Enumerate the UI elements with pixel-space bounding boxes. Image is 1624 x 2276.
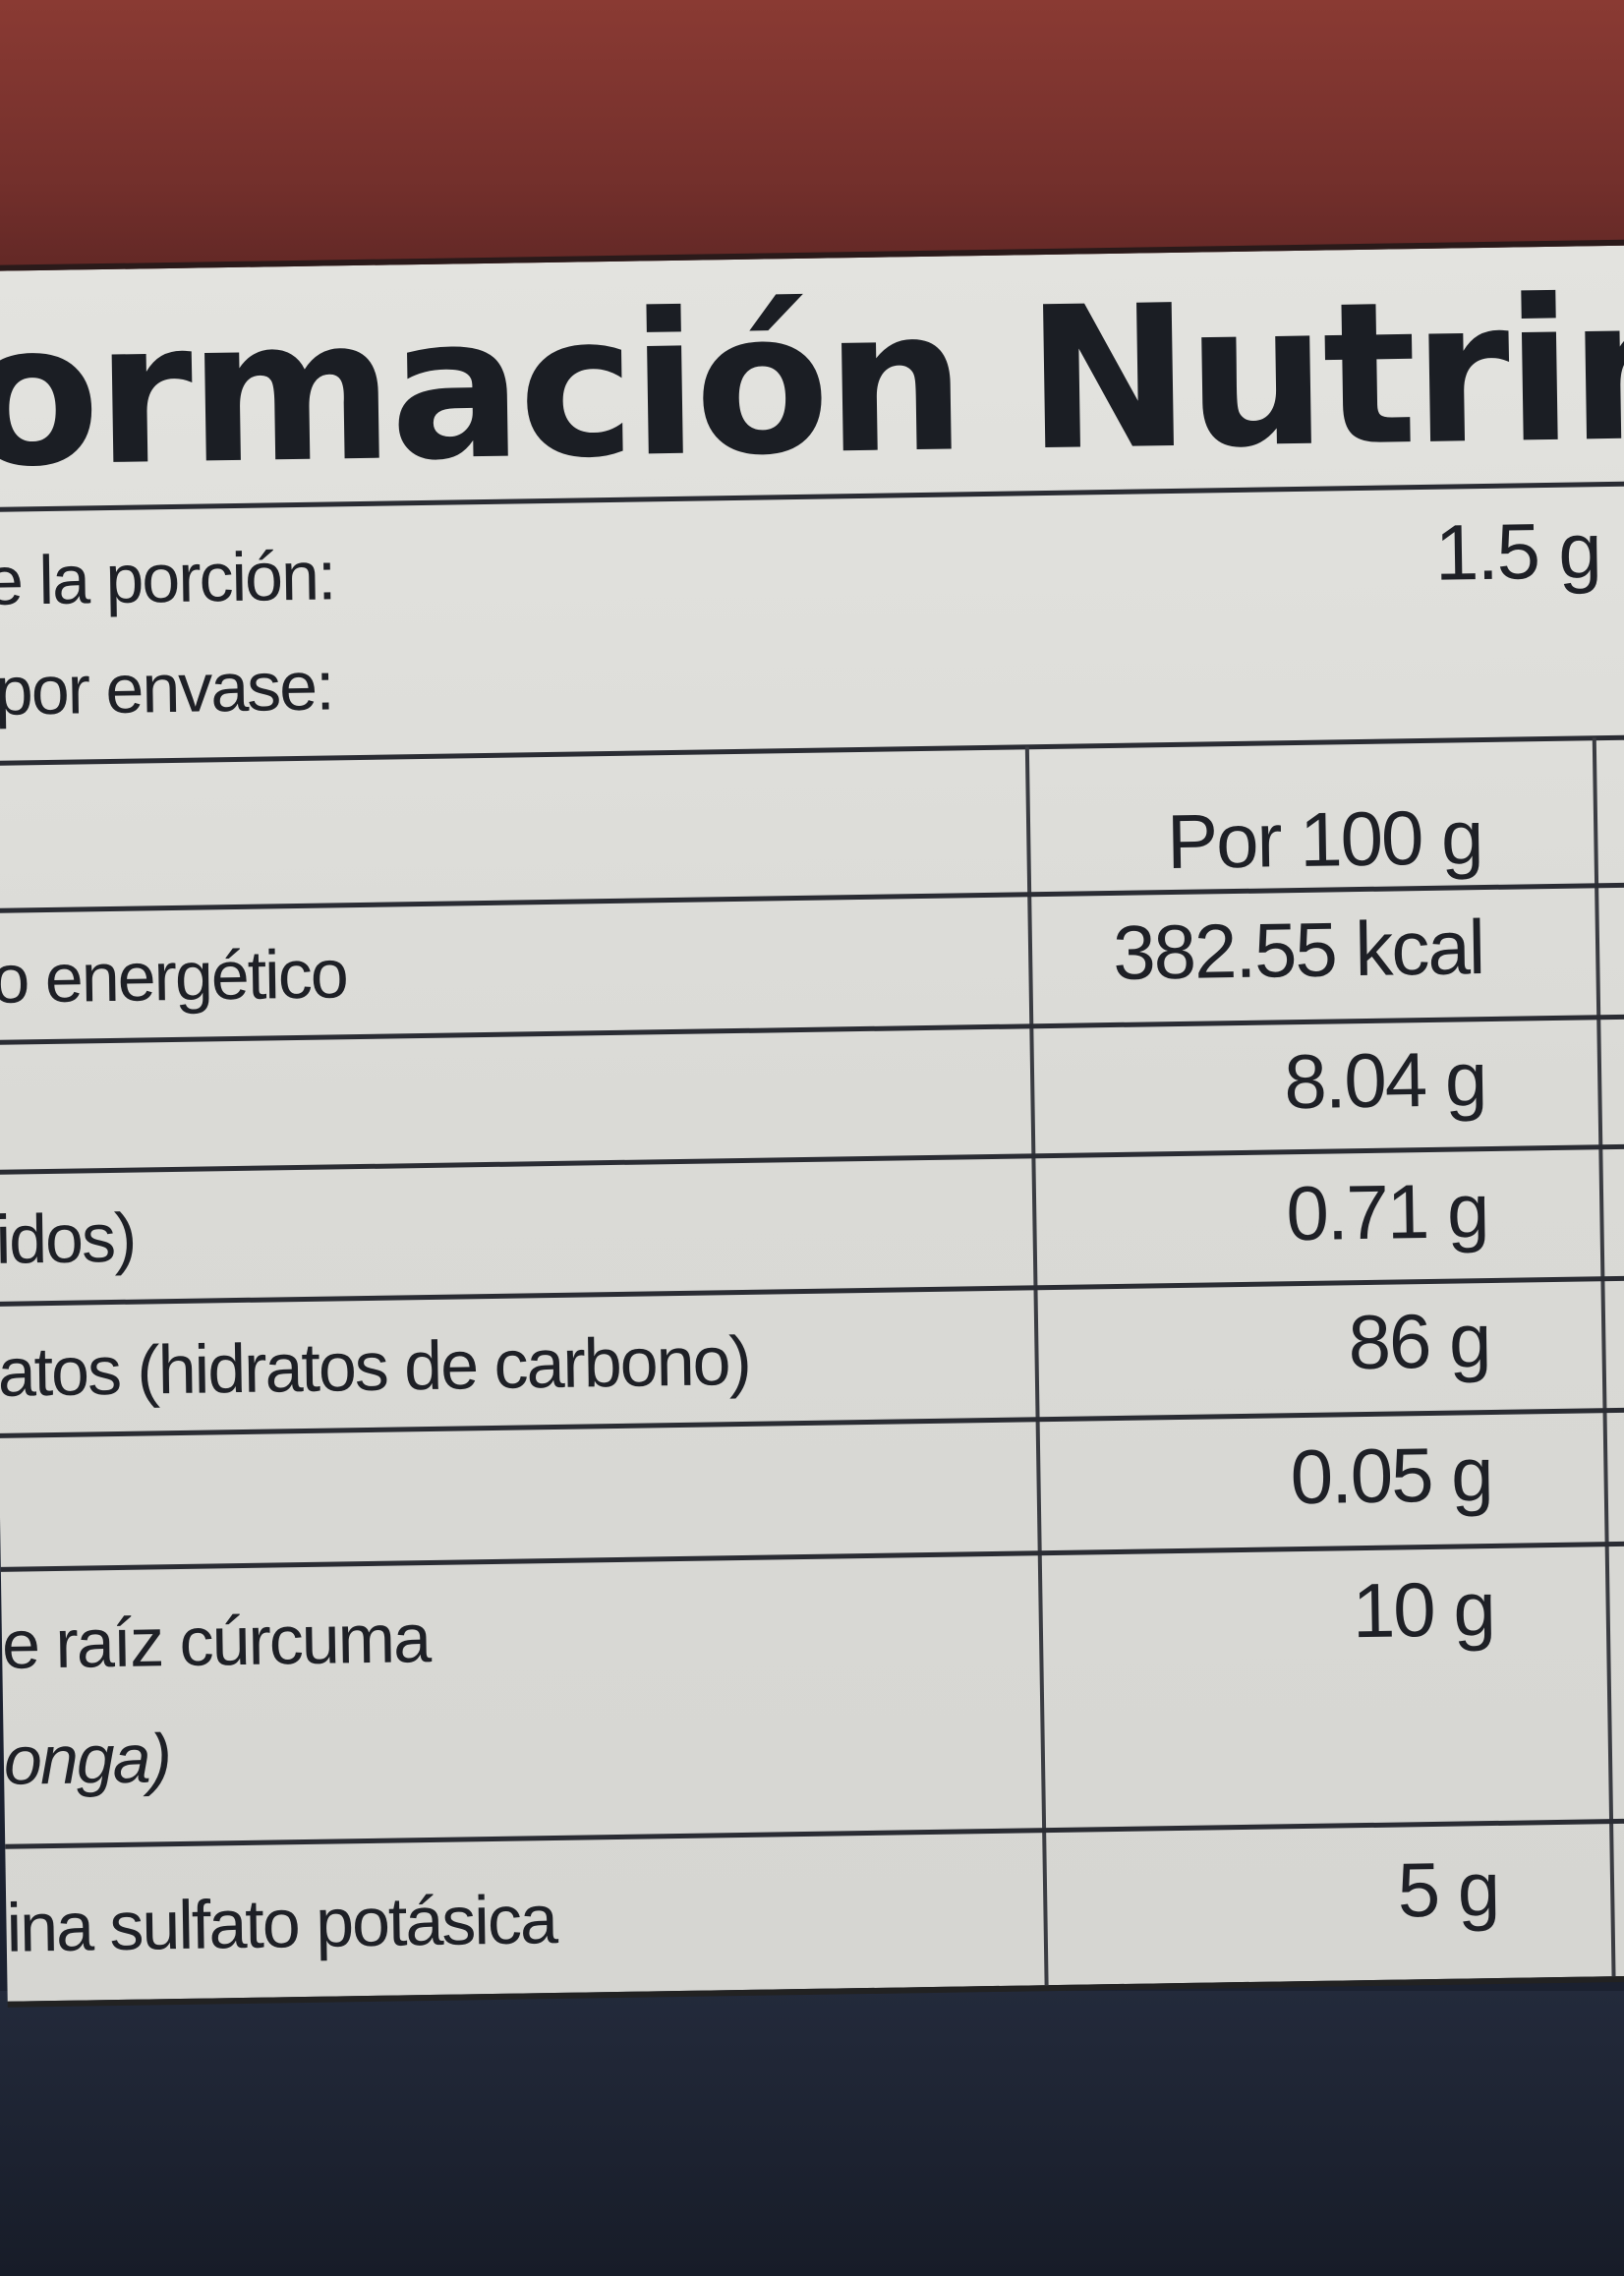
label-title: ormación Nutrime bbox=[0, 252, 1624, 512]
row-name: o energético bbox=[0, 935, 348, 1018]
nutrition-label: ormación Nutrime e la porción: 1.5 g ( p… bbox=[0, 239, 1624, 2008]
row-value: 0.71 g bbox=[1285, 1167, 1488, 1257]
container-dark-bottom bbox=[0, 1991, 1624, 2276]
serving-size-value: 1.5 g ( bbox=[1434, 505, 1624, 597]
row-name-line2: onga) bbox=[3, 1720, 171, 1799]
column-divider bbox=[1592, 737, 1616, 1977]
divider bbox=[0, 734, 1624, 766]
column-divider bbox=[1024, 746, 1049, 1986]
row-value: 86 g bbox=[1347, 1297, 1491, 1386]
row-name: atos (hidratos de carbono) bbox=[0, 1321, 751, 1411]
row-value: 5 g bbox=[1397, 1844, 1499, 1934]
row-name: ina sulfato potásica bbox=[5, 1881, 557, 1966]
row-divider bbox=[5, 1818, 1624, 1849]
row-name: e raíz cúrcuma bbox=[1, 1600, 431, 1683]
row-value: 8.04 g bbox=[1283, 1035, 1486, 1126]
row-value: 382.55 kcal bbox=[1112, 904, 1484, 996]
row-value: 10 g bbox=[1352, 1564, 1495, 1655]
serving-size-label: e la porción: bbox=[0, 537, 335, 619]
servings-per-container-label: por envase: bbox=[0, 647, 334, 729]
column-header-per-100g: Por 100 g bbox=[1166, 793, 1483, 886]
row-value: 0.05 g bbox=[1289, 1430, 1493, 1521]
row-name: idos) bbox=[0, 1198, 136, 1278]
